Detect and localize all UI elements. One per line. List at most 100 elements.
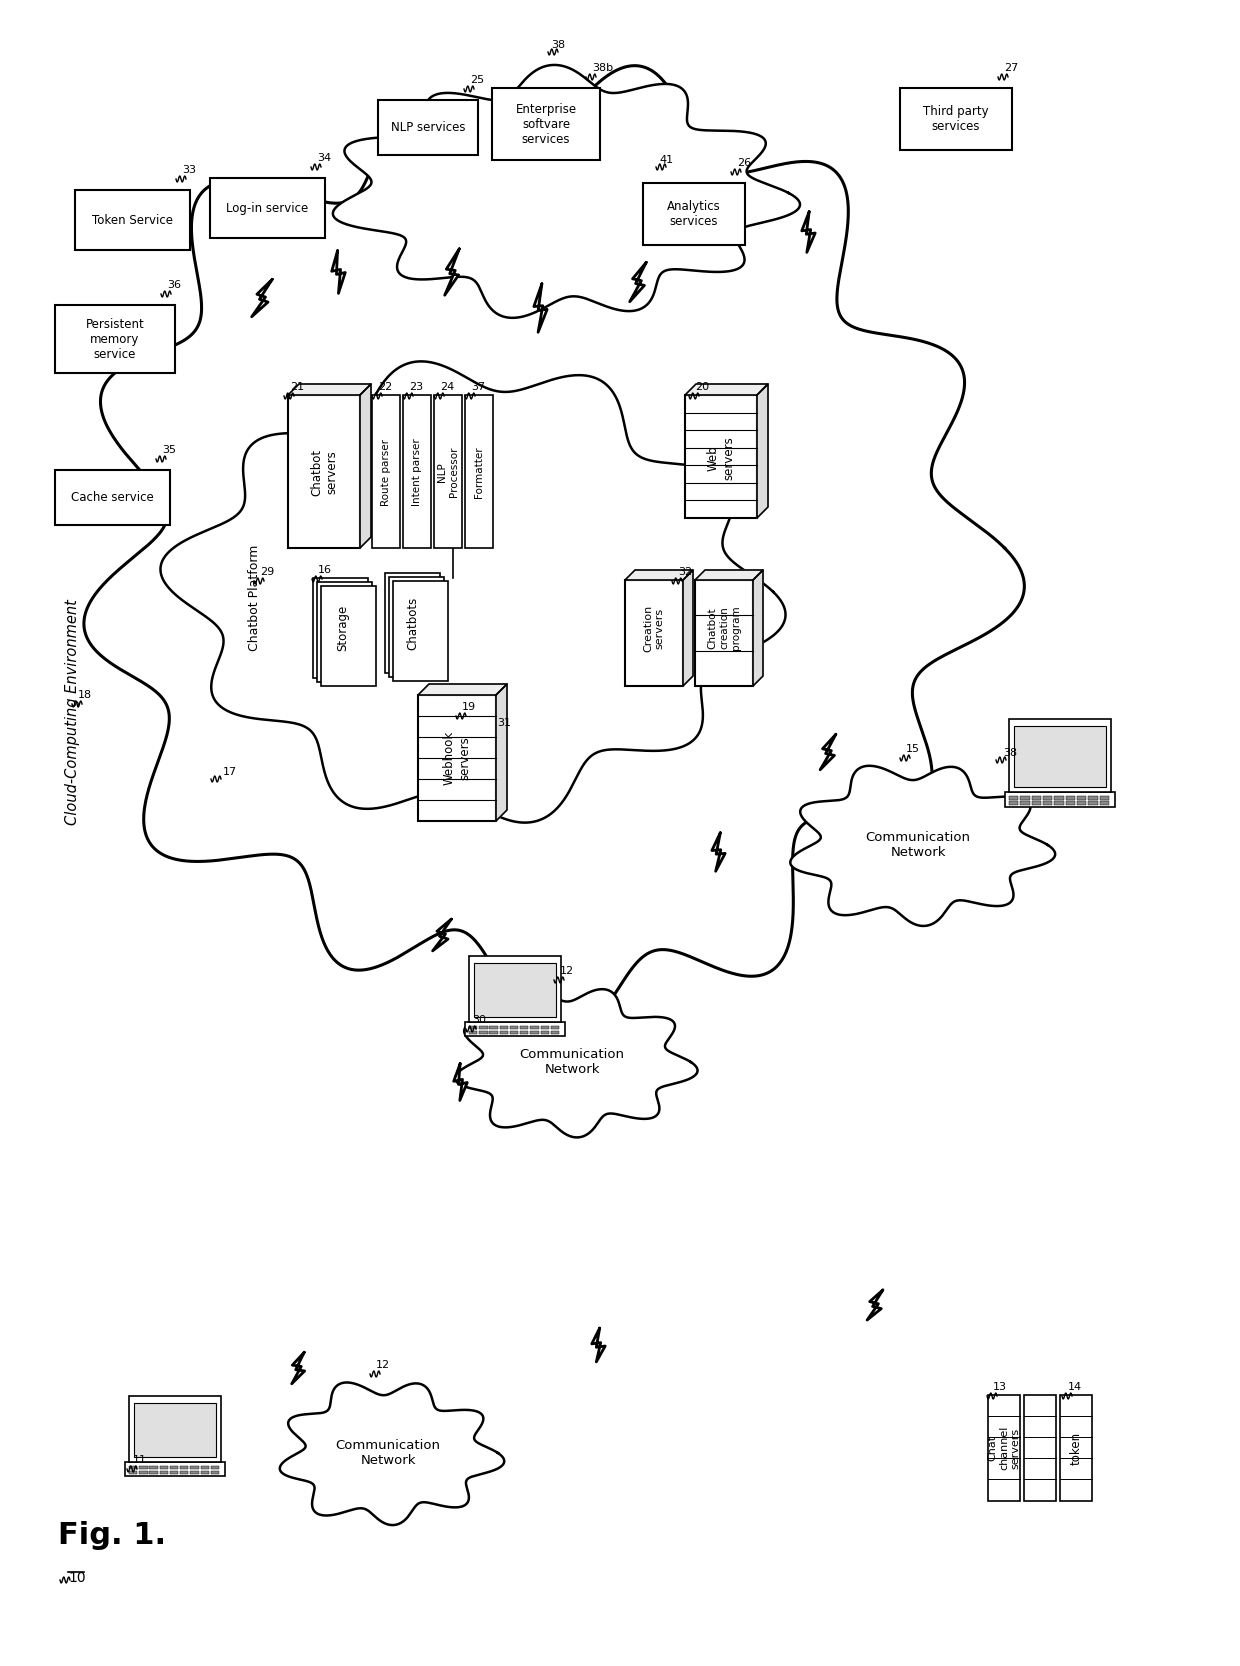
Text: Communication
Network: Communication Network: [520, 1048, 625, 1076]
Text: 29: 29: [260, 566, 274, 576]
Text: Cache service: Cache service: [71, 491, 154, 505]
Text: 20: 20: [694, 382, 709, 392]
Bar: [1043, 796, 1053, 800]
Bar: [644, 183, 745, 245]
Bar: [474, 963, 556, 1016]
Bar: [500, 1026, 508, 1030]
Bar: [465, 1021, 565, 1036]
Polygon shape: [418, 685, 507, 695]
Bar: [551, 1026, 559, 1030]
Polygon shape: [591, 1328, 605, 1361]
Polygon shape: [291, 1353, 305, 1384]
Bar: [510, 1031, 518, 1035]
Bar: [469, 1031, 477, 1035]
Bar: [1043, 801, 1053, 805]
Bar: [312, 578, 368, 678]
Bar: [1021, 796, 1029, 800]
Bar: [1100, 796, 1109, 800]
Polygon shape: [867, 1289, 883, 1319]
Bar: [321, 586, 376, 686]
Polygon shape: [683, 570, 693, 686]
Polygon shape: [684, 383, 768, 395]
Polygon shape: [332, 250, 345, 293]
Bar: [531, 1031, 538, 1035]
Bar: [684, 395, 756, 518]
Text: 36: 36: [167, 280, 181, 290]
Bar: [1032, 801, 1040, 805]
Polygon shape: [790, 766, 1055, 926]
Text: Communication
Network: Communication Network: [866, 831, 971, 860]
Polygon shape: [160, 362, 786, 823]
Bar: [479, 1031, 487, 1035]
Bar: [1054, 801, 1064, 805]
Bar: [469, 1026, 477, 1030]
Bar: [1078, 796, 1086, 800]
Bar: [129, 1471, 138, 1474]
Text: 14: 14: [1068, 1383, 1083, 1393]
Bar: [384, 573, 440, 673]
Text: 27: 27: [1004, 63, 1018, 73]
Text: Enterprise
softvare
services: Enterprise softvare services: [516, 103, 577, 145]
Bar: [1100, 801, 1109, 805]
Text: Chatbot
creation
program: Chatbot creation program: [707, 606, 740, 650]
Bar: [469, 956, 560, 1021]
Bar: [1009, 796, 1018, 800]
Bar: [201, 1466, 208, 1469]
Bar: [520, 1031, 528, 1035]
Bar: [190, 1471, 198, 1474]
Bar: [317, 581, 372, 681]
Text: 12: 12: [560, 966, 574, 976]
Polygon shape: [534, 283, 547, 332]
Text: 30: 30: [472, 1015, 486, 1025]
Text: 32: 32: [678, 566, 692, 576]
Text: 21: 21: [290, 382, 304, 392]
Text: 38: 38: [551, 40, 565, 50]
Text: Communication
Network: Communication Network: [336, 1439, 440, 1468]
Text: NLP services: NLP services: [391, 122, 465, 133]
Text: 10: 10: [68, 1571, 86, 1584]
Bar: [551, 1031, 559, 1035]
Text: 17: 17: [223, 766, 237, 776]
Text: token: token: [1069, 1431, 1083, 1464]
Bar: [1021, 801, 1029, 805]
Text: Analytics
services: Analytics services: [667, 200, 720, 228]
Bar: [520, 1026, 528, 1030]
Text: Chatbot Platform: Chatbot Platform: [248, 545, 262, 651]
Bar: [160, 1466, 169, 1469]
Text: 19: 19: [463, 701, 476, 711]
Polygon shape: [753, 570, 763, 686]
Bar: [479, 1026, 487, 1030]
Bar: [180, 1471, 188, 1474]
Bar: [170, 1466, 179, 1469]
Text: 24: 24: [440, 382, 454, 392]
Text: Token Service: Token Service: [92, 213, 174, 227]
Bar: [150, 1466, 157, 1469]
Polygon shape: [455, 988, 698, 1138]
Bar: [510, 1026, 518, 1030]
Bar: [1024, 1394, 1056, 1501]
Polygon shape: [454, 1063, 467, 1101]
Bar: [1054, 796, 1064, 800]
Bar: [180, 1466, 188, 1469]
Bar: [134, 1403, 216, 1458]
Bar: [139, 1466, 148, 1469]
Bar: [1065, 796, 1075, 800]
Text: Web
servers: Web servers: [707, 436, 735, 480]
Bar: [190, 1466, 198, 1469]
Bar: [434, 395, 463, 548]
Bar: [1089, 801, 1097, 805]
Text: Webhook
servers: Webhook servers: [443, 731, 471, 785]
Polygon shape: [252, 280, 273, 317]
Polygon shape: [756, 383, 768, 518]
Polygon shape: [625, 570, 693, 580]
Bar: [490, 1026, 497, 1030]
Text: NLP
Processor: NLP Processor: [438, 446, 459, 496]
Bar: [125, 1463, 224, 1476]
Polygon shape: [820, 735, 836, 770]
Bar: [1009, 720, 1111, 791]
Text: 16: 16: [317, 565, 332, 575]
Polygon shape: [496, 685, 507, 821]
Bar: [170, 1471, 179, 1474]
Bar: [500, 1031, 508, 1035]
Bar: [403, 395, 432, 548]
